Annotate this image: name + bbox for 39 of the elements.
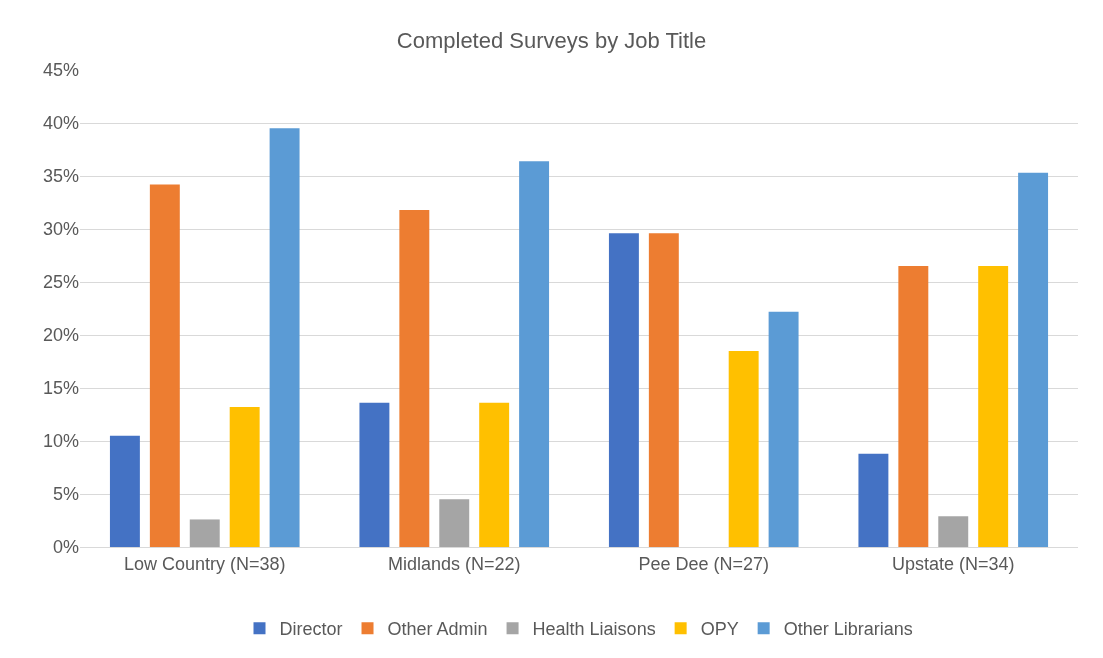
y-tick-label: 20% <box>42 325 79 346</box>
y-tick-label: 40% <box>42 113 79 134</box>
bar <box>519 161 550 547</box>
bar <box>1018 172 1049 547</box>
y-tick-label: 0% <box>52 537 79 558</box>
y-tick-label: 25% <box>42 272 79 293</box>
bar <box>269 128 300 547</box>
bar <box>149 184 180 547</box>
bar <box>938 516 969 547</box>
y-tick-label: 5% <box>52 484 79 505</box>
bar <box>399 209 430 547</box>
bar <box>768 311 799 547</box>
bar <box>728 350 759 547</box>
bar <box>978 266 1009 547</box>
y-tick-label: 35% <box>42 166 79 187</box>
bar <box>479 402 510 547</box>
legend-label: Other Admin <box>387 619 488 640</box>
x-tick-label: Upstate (N=34) <box>891 553 1015 574</box>
y-tick-label: 30% <box>42 219 79 240</box>
bar <box>189 519 220 547</box>
x-tick-label: Low Country (N=38) <box>123 553 286 574</box>
bar <box>608 233 639 547</box>
legend-label: OPY <box>700 619 739 640</box>
chart-title: Completed Surveys by Job Title <box>396 28 707 54</box>
legend-label: Health Liaisons <box>532 619 656 640</box>
y-tick-label: 15% <box>42 378 79 399</box>
legend-label: Other Librarians <box>783 619 913 640</box>
bar <box>439 499 470 547</box>
legend-label: Director <box>279 619 343 640</box>
bar <box>109 435 140 547</box>
bar <box>898 266 929 547</box>
bar <box>229 407 260 547</box>
bar <box>648 233 679 547</box>
x-tick-label: Midlands (N=22) <box>387 553 521 574</box>
bar <box>359 402 390 547</box>
x-tick-label: Pee Dee (N=27) <box>638 553 770 574</box>
y-tick-label: 10% <box>42 431 79 452</box>
bar <box>858 453 889 547</box>
y-tick-label: 45% <box>42 60 79 81</box>
